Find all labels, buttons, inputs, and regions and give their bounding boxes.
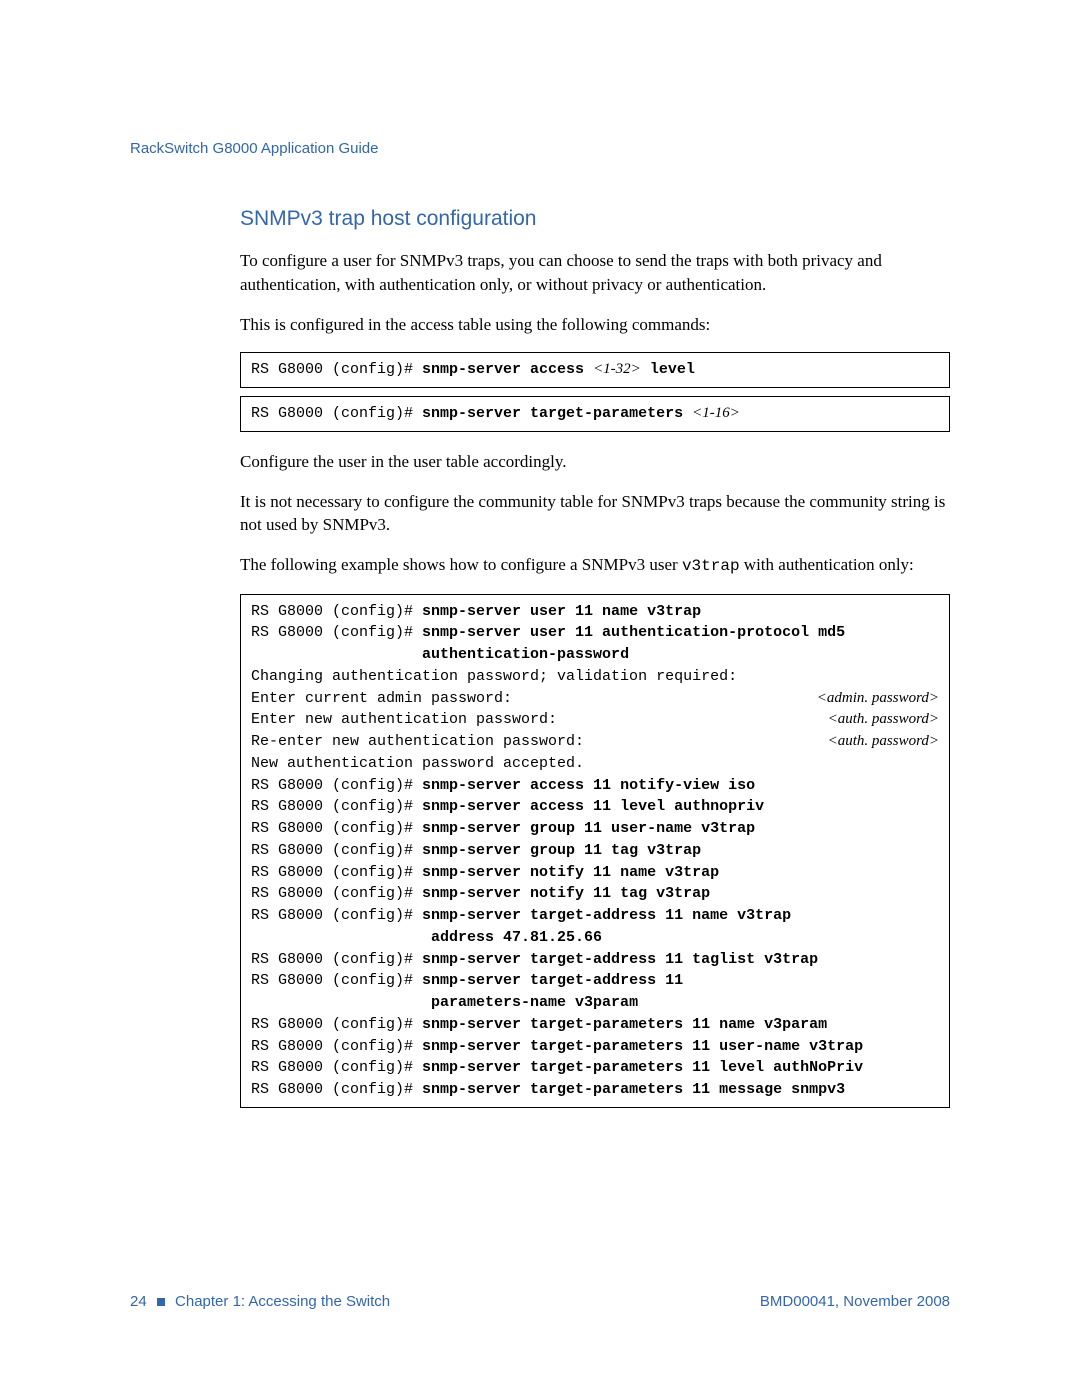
prompt: RS G8000 (config)# (251, 1016, 422, 1033)
code-block-access: RS G8000 (config)# snmp-server access <1… (240, 352, 950, 388)
hint: <admin. password> (817, 688, 939, 710)
cmd: snmp-server target-parameters 11 name v3… (422, 1016, 827, 1033)
prompt: RS G8000 (config)# (251, 1038, 422, 1055)
prompt: RS G8000 (config)# (251, 951, 422, 968)
pad (251, 929, 431, 946)
prompt: RS G8000 (config)# (251, 777, 422, 794)
inline-code: v3trap (682, 557, 740, 575)
pwd-row: Enter new authentication password: <auth.… (251, 709, 939, 731)
paragraph: The following example shows how to confi… (240, 553, 950, 577)
prompt: RS G8000 (config)# (251, 842, 422, 859)
pwd-row: Enter current admin password: <admin. pas… (251, 688, 939, 710)
prompt: RS G8000 (config)# (251, 603, 422, 620)
arg: <1-16> (692, 405, 740, 421)
output: Enter new authentication password: (251, 709, 557, 731)
text: The following example shows how to confi… (240, 555, 682, 574)
pad (251, 994, 431, 1011)
prompt: RS G8000 (config)# (251, 864, 422, 881)
square-bullet-icon (157, 1298, 165, 1306)
cmd: snmp-server target-address 11 taglist v3… (422, 951, 818, 968)
cmd: snmp-server target-address 11 name v3tra… (422, 907, 791, 924)
prompt: RS G8000 (config)# (251, 405, 422, 422)
paragraph: This is configured in the access table u… (240, 313, 950, 337)
cmd: snmp-server group 11 tag v3trap (422, 842, 701, 859)
pad (251, 646, 422, 663)
page: RackSwitch G8000 Application Guide SNMPv… (0, 0, 1080, 1397)
prompt: RS G8000 (config)# (251, 907, 422, 924)
prompt: RS G8000 (config)# (251, 361, 422, 378)
cmd: snmp-server target-parameters (422, 405, 692, 422)
cmd: address 47.81.25.66 (431, 929, 602, 946)
output: Enter current admin password: (251, 688, 512, 710)
code-block-target-params: RS G8000 (config)# snmp-server target-pa… (240, 396, 950, 432)
page-number: 24 (130, 1293, 147, 1310)
main-content: SNMPv3 trap host configuration To config… (240, 207, 950, 1108)
chapter-title: Chapter 1: Accessing the Switch (175, 1293, 390, 1310)
prompt: RS G8000 (config)# (251, 1059, 422, 1076)
prompt: RS G8000 (config)# (251, 885, 422, 902)
paragraph: To configure a user for SNMPv3 traps, yo… (240, 249, 950, 297)
cmd: snmp-server target-address 11 (422, 972, 683, 989)
output: Re-enter new authentication password: (251, 731, 584, 753)
prompt: RS G8000 (config)# (251, 798, 422, 815)
cmd: snmp-server notify 11 tag v3trap (422, 885, 710, 902)
hint: <auth. password> (828, 731, 939, 753)
prompt: RS G8000 (config)# (251, 820, 422, 837)
page-footer: 24 Chapter 1: Accessing the Switch BMD00… (130, 1293, 950, 1310)
cmd: authentication-password (422, 646, 629, 663)
cmd: parameters-name v3param (431, 994, 638, 1011)
footer-right: BMD00041, November 2008 (760, 1293, 950, 1310)
paragraph: It is not necessary to configure the com… (240, 490, 950, 538)
cmd: snmp-server user 11 name v3trap (422, 603, 701, 620)
output: Changing authentication password; valida… (251, 668, 737, 685)
code-block-example: RS G8000 (config)# snmp-server user 11 n… (240, 594, 950, 1108)
cmd: snmp-server target-parameters 11 user-na… (422, 1038, 863, 1055)
text: with authentication only: (740, 555, 914, 574)
section-title: SNMPv3 trap host configuration (240, 207, 950, 231)
cmd: snmp-server notify 11 name v3trap (422, 864, 719, 881)
footer-left: 24 Chapter 1: Accessing the Switch (130, 1293, 390, 1310)
pwd-row: Re-enter new authentication password: <au… (251, 731, 939, 753)
paragraph: Configure the user in the user table acc… (240, 450, 950, 474)
doc-title: RackSwitch G8000 Application Guide (130, 140, 378, 157)
output: New authentication password accepted. (251, 755, 584, 772)
cmd: snmp-server target-parameters 11 message… (422, 1081, 845, 1098)
cmd-tail: level (641, 361, 695, 378)
cmd: snmp-server access (422, 361, 593, 378)
prompt: RS G8000 (config)# (251, 1081, 422, 1098)
running-header: RackSwitch G8000 Application Guide (130, 140, 950, 157)
cmd: snmp-server user 11 authentication-proto… (422, 624, 845, 641)
arg: <1-32> (593, 361, 641, 377)
cmd: snmp-server group 11 user-name v3trap (422, 820, 755, 837)
cmd: snmp-server access 11 level authnopriv (422, 798, 764, 815)
hint: <auth. password> (828, 709, 939, 731)
cmd: snmp-server target-parameters 11 level a… (422, 1059, 863, 1076)
cmd: snmp-server access 11 notify-view iso (422, 777, 755, 794)
prompt: RS G8000 (config)# (251, 972, 422, 989)
prompt: RS G8000 (config)# (251, 624, 422, 641)
